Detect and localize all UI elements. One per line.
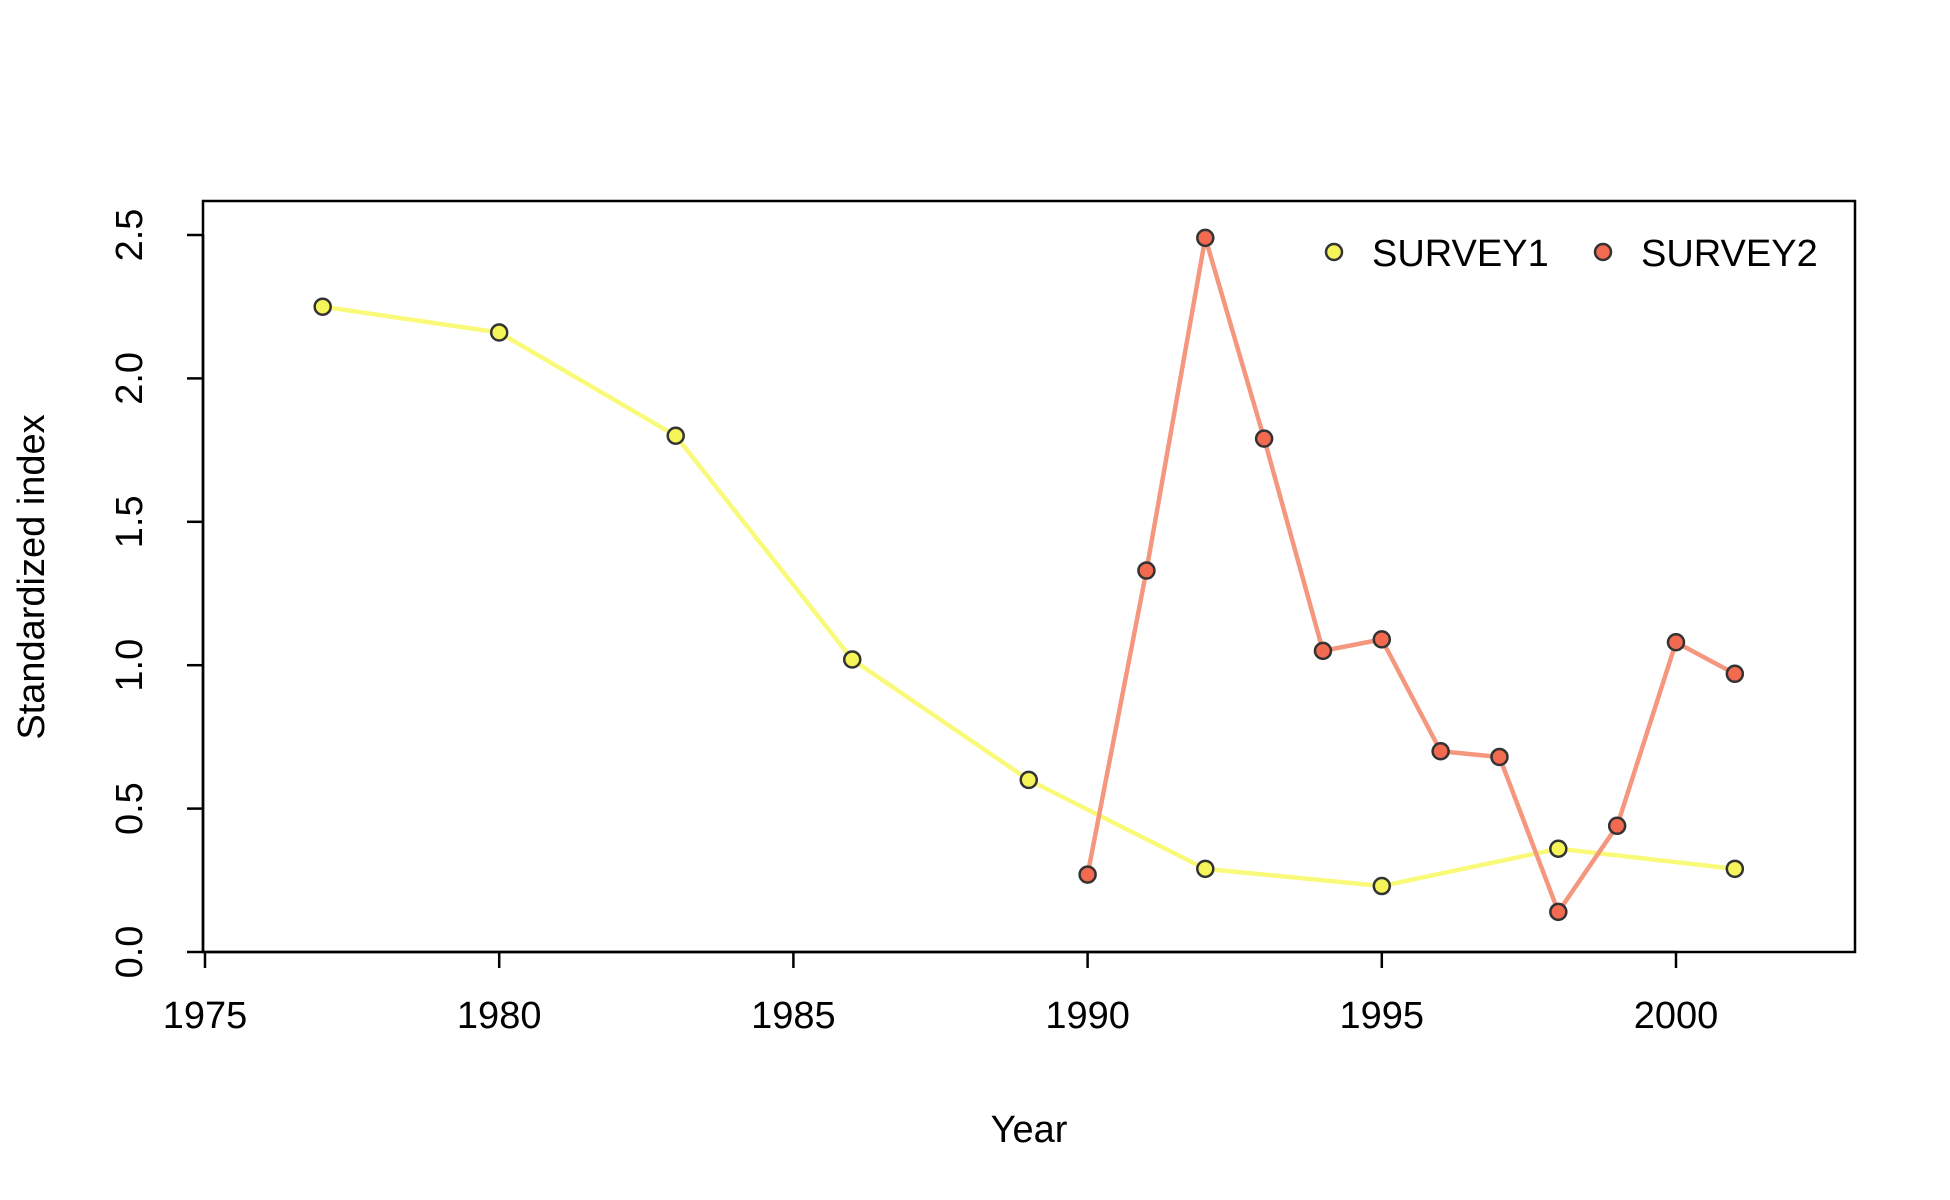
data-point-survey1 <box>1725 859 1745 879</box>
x-axis-title: Year <box>991 1109 1068 1151</box>
x-tick-label: 1995 <box>1340 995 1425 1037</box>
x-tick-label: 1980 <box>457 995 542 1037</box>
data-point-survey1 <box>1549 839 1568 859</box>
x-axis: 1975 1980 1985 1990 1995 2000 <box>163 950 1719 1037</box>
y-tick-label: 0.0 <box>109 926 151 979</box>
legend-marker-survey2 <box>1593 242 1613 262</box>
data-point-survey2 <box>1254 429 1274 448</box>
data-point-survey1 <box>1196 859 1215 879</box>
y-tick-label: 0.5 <box>109 782 151 835</box>
data-point-survey2 <box>1078 865 1097 884</box>
y-axis: 0.0 0.5 1.0 1.5 2.0 2.5 <box>109 209 205 979</box>
data-point-survey2 <box>1607 816 1627 836</box>
data-point-survey1 <box>313 297 332 316</box>
data-point-survey2 <box>1313 641 1333 661</box>
legend-label-survey2: SURVEY2 <box>1641 233 1818 275</box>
legend-label-survey1: SURVEY1 <box>1372 233 1549 275</box>
data-point-survey2 <box>1137 561 1156 580</box>
y-tick-label: 1.0 <box>109 639 151 692</box>
data-point-survey1 <box>1019 770 1039 790</box>
legend: SURVEY1 SURVEY2 <box>1324 233 1818 275</box>
data-point-survey1 <box>666 426 685 446</box>
x-tick-label: 2000 <box>1634 995 1719 1037</box>
data-point-survey2 <box>1431 741 1450 761</box>
data-point-survey2 <box>1666 633 1686 652</box>
data-point-survey2 <box>1490 747 1509 767</box>
y-tick-label: 2.5 <box>109 209 151 262</box>
data-point-survey2 <box>1549 902 1568 922</box>
y-tick-label: 1.5 <box>109 495 151 548</box>
x-tick-label: 1975 <box>163 995 248 1037</box>
legend-marker-survey1 <box>1324 242 1344 262</box>
series-layer <box>313 228 1745 922</box>
data-point-survey1 <box>1372 876 1392 896</box>
data-point-survey1 <box>489 323 509 342</box>
x-tick-label: 1985 <box>751 995 836 1037</box>
data-point-survey1 <box>842 650 862 669</box>
series-line-survey2 <box>1085 235 1736 915</box>
x-tick-label: 1990 <box>1045 995 1130 1037</box>
data-point-survey2 <box>1196 228 1215 248</box>
y-tick-label: 2.0 <box>109 352 151 405</box>
data-point-survey2 <box>1725 664 1745 684</box>
data-point-survey2 <box>1372 630 1392 649</box>
y-axis-title: Standardized index <box>11 414 53 739</box>
